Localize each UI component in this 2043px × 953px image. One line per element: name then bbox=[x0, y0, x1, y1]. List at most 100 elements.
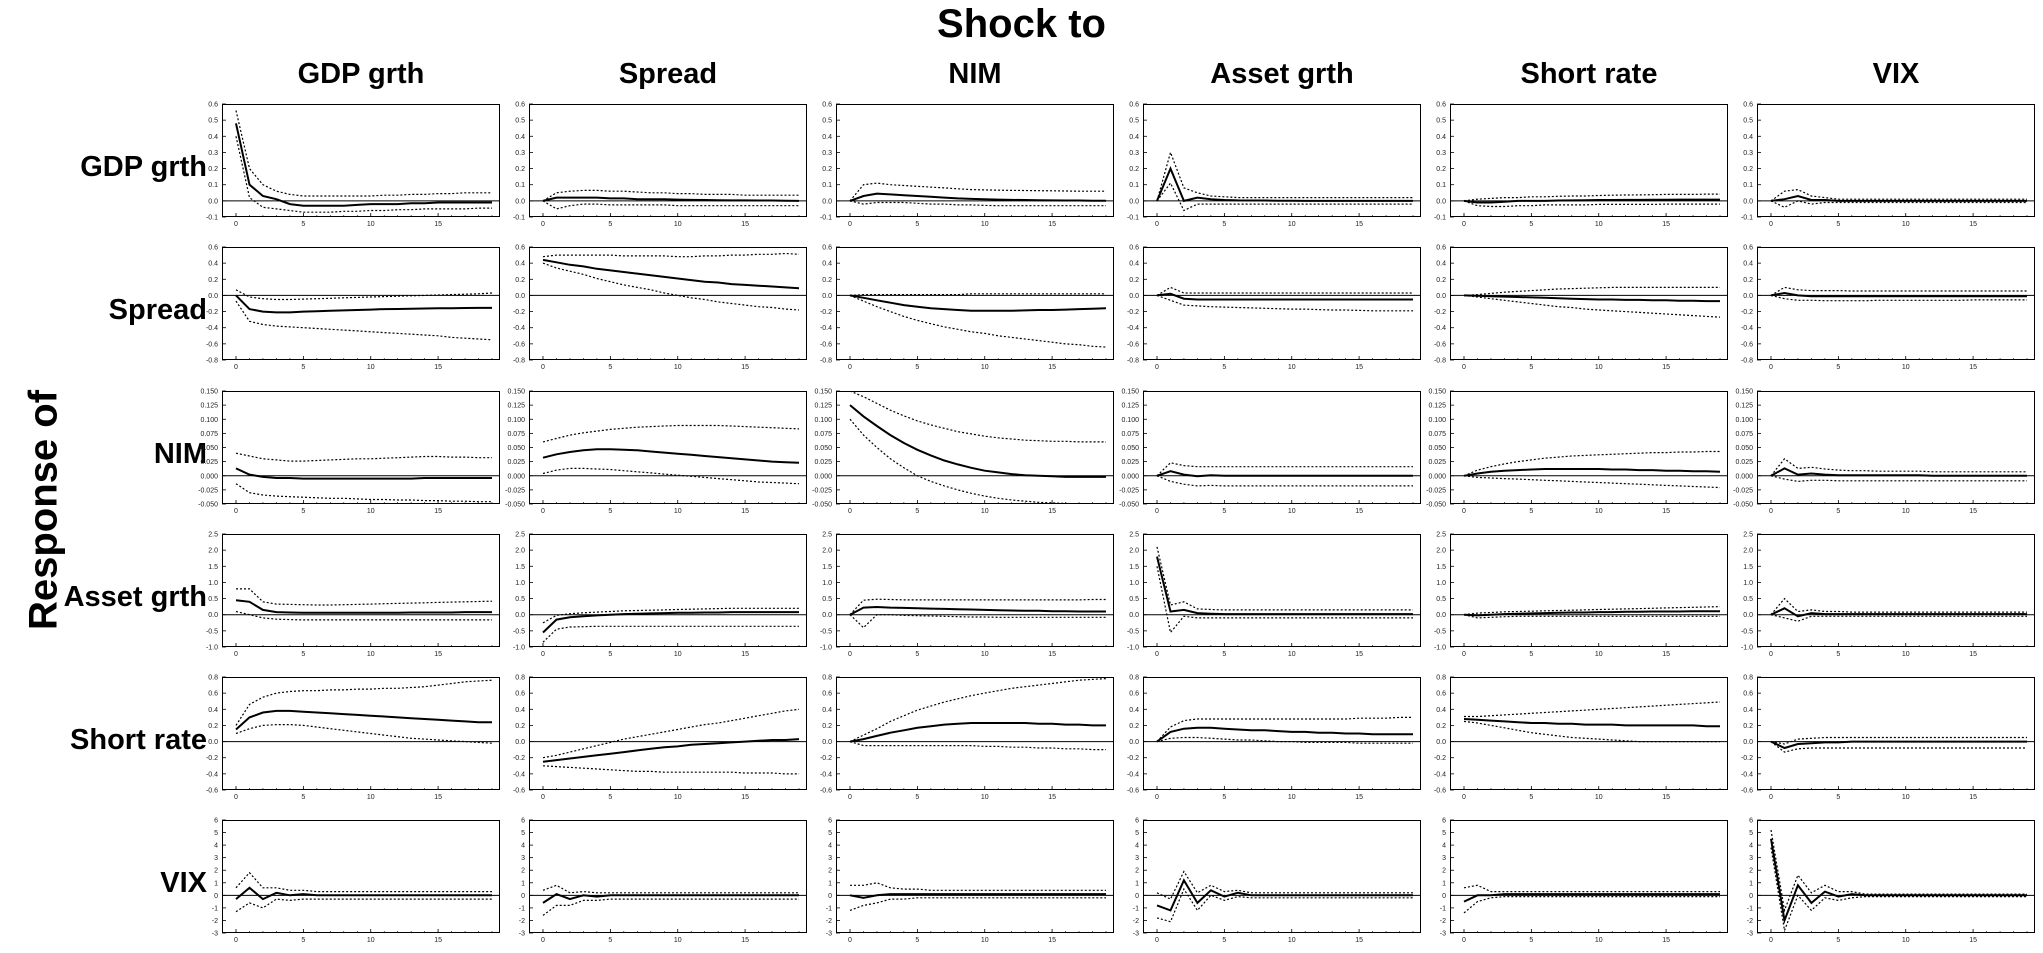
y-tick-label: 0.6 bbox=[1436, 245, 1446, 252]
y-tick-label: 0.125 bbox=[200, 403, 218, 410]
y-tick-label: 1.0 bbox=[1129, 580, 1139, 587]
panel-frame bbox=[836, 104, 1114, 217]
x-tick-label: 10 bbox=[367, 651, 375, 658]
x-tick-label: 15 bbox=[1969, 651, 1977, 658]
x-tick-label: 0 bbox=[1462, 794, 1466, 801]
y-tick-label: -0.6 bbox=[1434, 341, 1446, 348]
x-tick-label: 0 bbox=[1769, 794, 1773, 801]
y-tick-label: 5 bbox=[828, 830, 832, 837]
x-tick-label: 10 bbox=[1595, 364, 1603, 371]
y-tick-label: 0.3 bbox=[1129, 150, 1139, 157]
y-tick-label: -0.6 bbox=[1434, 788, 1446, 795]
y-tick-label: 0.075 bbox=[200, 431, 218, 438]
response-line bbox=[1770, 838, 2027, 925]
x-tick-label: 15 bbox=[434, 221, 442, 228]
y-tick-label: 2.5 bbox=[1436, 532, 1446, 539]
panel-frame bbox=[836, 247, 1114, 360]
x-tick-label: 0 bbox=[541, 221, 545, 228]
y-tick-label: 0.125 bbox=[1428, 403, 1446, 410]
x-tick-label: 5 bbox=[1529, 794, 1533, 801]
lower-band-line bbox=[542, 467, 800, 485]
x-tick-label: 0 bbox=[1155, 794, 1159, 801]
y-tick-label: 0.050 bbox=[814, 445, 832, 452]
y-tick-label: 0.4 bbox=[1436, 134, 1446, 141]
x-tick-label: 10 bbox=[1595, 651, 1603, 658]
y-tick-label: 0.2 bbox=[1129, 277, 1139, 284]
y-tick-label: -0.4 bbox=[1741, 771, 1753, 778]
panel-frame bbox=[1143, 391, 1421, 504]
panel-spread-from-nim: 0.6 0.4 0.2 0.0 -0.2 -0.4 -0.6 -0.8 0 5 10 15 bbox=[820, 245, 1114, 371]
x-tick-label: 10 bbox=[674, 221, 682, 228]
y-tick-label: 0.1 bbox=[208, 182, 218, 189]
y-tick-label: -3 bbox=[826, 931, 832, 938]
y-tick-label: 0.2 bbox=[822, 166, 832, 173]
y-tick-label: 5 bbox=[1442, 830, 1446, 837]
y-tick-label: 4 bbox=[828, 843, 832, 850]
panel-gdp-grth-from-short-rate: 0.6 0.5 0.4 0.3 0.2 0.1 0.0 -0.1 0 5 10 15 bbox=[1434, 102, 1728, 228]
y-tick-label: 0.6 bbox=[1129, 102, 1139, 109]
upper-band-line bbox=[235, 110, 492, 197]
y-tick-label: 0.0 bbox=[1436, 293, 1446, 300]
y-tick-label: 6 bbox=[1749, 818, 1753, 825]
x-tick-label: 10 bbox=[674, 937, 682, 944]
x-tick-label: 5 bbox=[301, 651, 305, 658]
panel-frame bbox=[1450, 534, 1728, 647]
x-tick-label: 10 bbox=[1595, 794, 1603, 801]
y-tick-label: 1.5 bbox=[822, 564, 832, 571]
y-tick-label: -0.6 bbox=[820, 341, 832, 348]
row-title-spread: Spread bbox=[108, 294, 207, 326]
x-tick-label: 10 bbox=[674, 794, 682, 801]
y-tick-label: 0.6 bbox=[1436, 102, 1446, 109]
x-tick-label: 5 bbox=[1529, 651, 1533, 658]
y-tick-label: -1.0 bbox=[1127, 645, 1139, 652]
x-tick-label: 10 bbox=[1902, 651, 1910, 658]
y-tick-label: 0.075 bbox=[1428, 431, 1446, 438]
y-tick-label: -0.2 bbox=[206, 309, 218, 316]
y-tick-label: -2 bbox=[212, 918, 218, 925]
x-tick-label: 10 bbox=[1902, 794, 1910, 801]
figure-title: Shock to bbox=[937, 2, 1106, 46]
y-tick-label: 0.6 bbox=[1743, 691, 1753, 698]
y-tick-label: -0.4 bbox=[1741, 325, 1753, 332]
panel-asset-grth-from-short-rate: 2.5 2.0 1.5 1.0 0.5 0.0 -0.5 -1.0 0 5 10 15 bbox=[1434, 532, 1728, 658]
x-tick-label: 0 bbox=[848, 221, 852, 228]
panel-frame bbox=[222, 247, 500, 360]
y-tick-label: 2.0 bbox=[1743, 548, 1753, 555]
x-tick-label: 0 bbox=[1462, 937, 1466, 944]
x-tick-label: 0 bbox=[234, 937, 238, 944]
y-tick-label: 1 bbox=[1442, 880, 1446, 887]
x-tick-label: 15 bbox=[741, 508, 749, 515]
y-tick-label: -2 bbox=[1133, 918, 1139, 925]
upper-band-line bbox=[542, 884, 799, 894]
y-tick-label: 0.2 bbox=[515, 277, 525, 284]
y-tick-label: 0.0 bbox=[208, 198, 218, 205]
y-tick-label: 1 bbox=[521, 880, 525, 887]
y-tick-label: 1.5 bbox=[1436, 564, 1446, 571]
y-tick-label: -0.4 bbox=[513, 771, 525, 778]
y-tick-label: 1.0 bbox=[515, 580, 525, 587]
panel-spread-from-vix: 0.6 0.4 0.2 0.0 -0.2 -0.4 -0.6 -0.8 0 5 10 15 bbox=[1741, 245, 2035, 371]
y-tick-label: 6 bbox=[214, 818, 218, 825]
lower-band-line bbox=[1770, 614, 2027, 622]
response-line bbox=[1156, 878, 1413, 912]
x-tick-label: 5 bbox=[608, 937, 612, 944]
panel-asset-grth-from-asset-grth: 2.5 2.0 1.5 1.0 0.5 0.0 -0.5 -1.0 0 5 10 15 bbox=[1127, 532, 1421, 658]
x-tick-label: 15 bbox=[1048, 508, 1056, 515]
y-tick-label: 3 bbox=[1135, 855, 1139, 862]
x-tick-label: 15 bbox=[434, 364, 442, 371]
y-tick-label: 0.4 bbox=[1129, 261, 1139, 268]
x-tick-label: 15 bbox=[1662, 364, 1670, 371]
response-line bbox=[1463, 198, 1720, 204]
x-tick-label: 15 bbox=[1969, 937, 1977, 944]
x-tick-label: 5 bbox=[608, 794, 612, 801]
x-tick-label: 5 bbox=[1836, 221, 1840, 228]
y-tick-label: 0.075 bbox=[1735, 431, 1753, 438]
y-tick-label: -0.2 bbox=[1741, 309, 1753, 316]
y-tick-label: 0.0 bbox=[822, 293, 832, 300]
y-tick-label: -0.050 bbox=[1426, 502, 1446, 509]
panel-short-rate-from-spread: 0.8 0.6 0.4 0.2 0.0 -0.2 -0.4 -0.6 0 5 10 15 bbox=[513, 675, 807, 801]
y-tick-label: 0.0 bbox=[208, 293, 218, 300]
panel-frame bbox=[1450, 391, 1728, 504]
lower-band-line bbox=[849, 294, 1107, 348]
